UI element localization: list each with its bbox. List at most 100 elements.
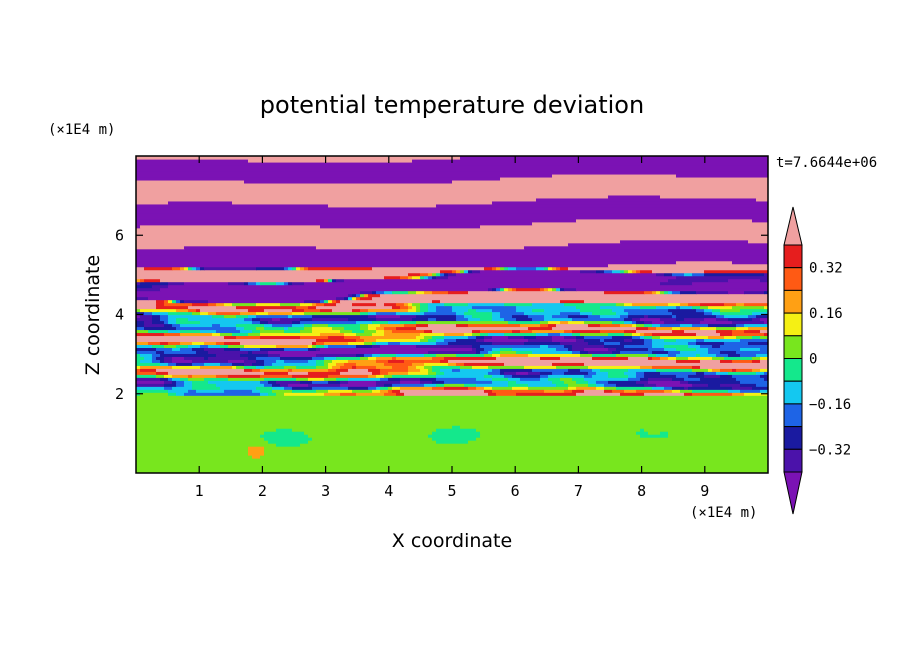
heatmap-cell xyxy=(764,305,768,310)
heatmap-cell xyxy=(632,332,641,337)
heatmap-cell xyxy=(420,368,429,372)
heatmap-cell xyxy=(716,329,733,334)
heatmap-cell xyxy=(436,341,449,346)
heatmap-cell xyxy=(408,308,417,313)
heatmap-cell xyxy=(708,305,733,310)
heatmap-cell xyxy=(176,308,189,313)
heatmap-cell xyxy=(552,380,565,384)
heatmap-cell xyxy=(564,335,577,340)
heatmap-cell xyxy=(324,278,329,283)
heatmap-cell xyxy=(720,359,733,363)
heatmap-cell xyxy=(732,320,765,325)
heatmap-cell xyxy=(508,287,513,292)
heatmap-cell xyxy=(584,347,609,351)
heatmap-cell xyxy=(548,374,585,378)
heatmap-cell xyxy=(384,392,397,396)
heatmap-cell xyxy=(276,380,301,384)
heatmap-cell xyxy=(640,305,657,310)
heatmap-cell xyxy=(428,275,433,280)
heatmap-cell xyxy=(136,338,317,343)
heatmap-cell xyxy=(612,335,633,340)
heatmap-cell xyxy=(384,290,393,295)
heatmap-cell xyxy=(436,428,477,432)
colorbar-tick-label: 0.32 xyxy=(809,261,843,277)
heatmap-cell xyxy=(264,326,285,331)
heatmap-cell xyxy=(508,335,525,340)
heatmap-cell xyxy=(360,296,373,301)
heatmap-cell xyxy=(184,380,193,384)
x-axis-title: X coordinate xyxy=(392,530,512,552)
heatmap-cell xyxy=(736,302,745,307)
heatmap-cell xyxy=(404,323,417,328)
heatmap-cell xyxy=(136,377,161,381)
heatmap-cell xyxy=(720,350,737,354)
heatmap-cell xyxy=(704,338,741,343)
heatmap-cell xyxy=(456,317,469,322)
heatmap-cell xyxy=(136,431,265,435)
heatmap-cell xyxy=(472,365,489,369)
heatmap-cell xyxy=(528,353,581,357)
heatmap-cell xyxy=(492,347,501,351)
heatmap-cell xyxy=(760,374,768,378)
heatmap-cell xyxy=(416,344,473,348)
heatmap-cell xyxy=(308,266,373,271)
heatmap-cell xyxy=(272,317,281,322)
heatmap-cell xyxy=(424,311,457,316)
heatmap-cell xyxy=(188,374,193,378)
heatmap-cell xyxy=(536,266,545,271)
heatmap-cell xyxy=(736,323,745,328)
heatmap-cell xyxy=(436,203,768,208)
heatmap-cell xyxy=(448,359,677,363)
heatmap-cell xyxy=(136,290,361,295)
heatmap-cell xyxy=(136,236,768,241)
heatmap-cell xyxy=(632,338,645,343)
heatmap-cell xyxy=(484,266,493,271)
heatmap-cell xyxy=(364,341,373,346)
heatmap-cell xyxy=(368,368,381,372)
heatmap-cell xyxy=(180,299,185,304)
heatmap-cell xyxy=(684,329,717,334)
heatmap-cell xyxy=(484,374,493,378)
heatmap-cell xyxy=(760,278,768,283)
heatmap-cell xyxy=(316,347,321,351)
heatmap-cell xyxy=(672,311,705,316)
heatmap-cell xyxy=(624,269,629,274)
heatmap-cell xyxy=(468,290,605,295)
heatmap-cell xyxy=(348,296,353,301)
heatmap-cell xyxy=(428,302,445,307)
heatmap-cell xyxy=(692,383,709,387)
heatmap-cell xyxy=(136,359,141,363)
heatmap-cell xyxy=(740,380,768,384)
heatmap-cell xyxy=(540,320,549,325)
heatmap-cell xyxy=(724,341,749,346)
heatmap-cell xyxy=(264,359,277,363)
heatmap-cell xyxy=(200,311,209,316)
heatmap-cell xyxy=(324,302,337,307)
heatmap-cell xyxy=(688,356,713,360)
heatmap-cell xyxy=(136,278,141,283)
heatmap-cell xyxy=(536,335,553,340)
heatmap-cell xyxy=(484,389,493,393)
heatmap-cell xyxy=(640,335,645,340)
heatmap-cell xyxy=(444,356,497,360)
heatmap-cell xyxy=(424,290,433,295)
heatmap-cell xyxy=(352,329,365,334)
heatmap-cell xyxy=(300,320,357,325)
heatmap-cell xyxy=(636,329,673,334)
heatmap-cell xyxy=(504,332,537,337)
heatmap-cell xyxy=(376,317,413,322)
heatmap-cell xyxy=(220,332,233,337)
colorbar: 0.32 0.16 0 −0.16 −0.32 xyxy=(783,206,851,515)
heatmap-cell xyxy=(756,314,768,319)
heatmap-cell xyxy=(644,320,653,325)
heatmap-cell xyxy=(204,362,221,366)
heatmap-cell xyxy=(720,368,733,372)
heatmap-cell xyxy=(512,314,529,319)
heatmap-cell xyxy=(748,326,768,331)
heatmap-cell xyxy=(552,173,677,178)
x-tick-label: 2 xyxy=(258,482,267,500)
heatmap-cell xyxy=(208,356,249,360)
heatmap-cell xyxy=(452,269,457,274)
heatmap-cell xyxy=(136,335,225,340)
heatmap-cell xyxy=(136,371,157,375)
